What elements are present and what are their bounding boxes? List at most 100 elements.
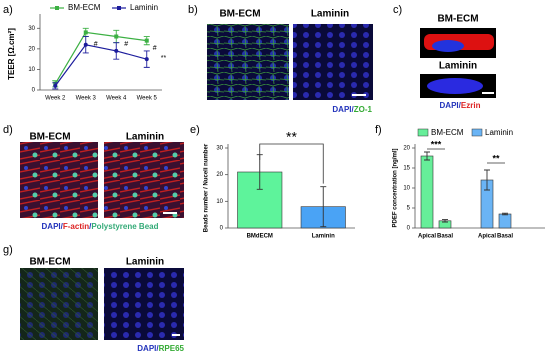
image-title: BM-ECM	[437, 14, 478, 25]
legend-label: Laminin	[130, 3, 158, 12]
image-title: BM-ECM	[219, 9, 260, 20]
panel-label: b)	[188, 4, 198, 16]
y-tick-label: 10	[216, 199, 223, 205]
y-tick-label: 20	[403, 146, 410, 152]
y-tick-label: 0	[220, 226, 224, 232]
image	[432, 40, 464, 52]
annotation: **	[161, 55, 167, 62]
bar	[420, 155, 434, 229]
marker	[144, 38, 149, 43]
x-tick-label: Week 2	[45, 96, 66, 102]
marker	[114, 48, 119, 53]
x-tick-label: Week 4	[106, 96, 127, 102]
line	[54, 44, 147, 87]
error-bar	[484, 169, 490, 191]
legend-label: BM-ECM	[431, 128, 464, 137]
caption-part: DAPI	[137, 344, 156, 353]
scale-bar	[352, 94, 366, 96]
x-tick-label: Basal	[497, 234, 513, 240]
caption-part: DAPI	[440, 101, 459, 110]
y-tick-label: 20	[216, 172, 223, 178]
y-tick-label: 30	[216, 146, 223, 152]
caption: DAPI/F-actin/Polystyrene Bead	[42, 222, 159, 231]
y-tick-label: 0	[32, 88, 36, 94]
legend-swatch	[417, 128, 429, 137]
scale-bar	[172, 334, 180, 336]
x-tick-label: Apical	[418, 234, 436, 240]
image-title: Laminin	[126, 132, 164, 143]
marker	[53, 83, 58, 88]
panel-label: d)	[3, 124, 13, 136]
caption-part: ZO-1	[354, 105, 373, 114]
y-tick-label: 15	[403, 166, 410, 172]
annotation: **	[286, 129, 297, 145]
annotation: #	[153, 45, 157, 52]
marker	[83, 42, 88, 47]
caption-part: /	[89, 222, 92, 231]
legend-label: BM-ECM	[68, 3, 101, 12]
y-axis-label: Beads number / Nuceli number	[204, 143, 210, 232]
image	[104, 268, 184, 340]
error-bar	[320, 186, 327, 228]
x-tick-label: Week 5	[137, 96, 158, 102]
caption-part: /	[352, 105, 355, 114]
x-tick-label: Laminin	[312, 234, 335, 240]
panel-label: f)	[375, 124, 382, 136]
panel-label: e)	[190, 124, 200, 136]
y-tick-label: 20	[28, 46, 35, 52]
annotation: #	[94, 41, 98, 48]
x-tick-label: Basal	[437, 234, 453, 240]
y-axis-label: PDEF concentration [ng/ml]	[393, 148, 399, 227]
y-axis-label: TEER [Ω.cm²]	[7, 28, 16, 80]
caption-part: /	[156, 344, 159, 353]
scale-bar	[482, 92, 494, 94]
image-title: Laminin	[439, 61, 477, 72]
scale-bar	[163, 212, 177, 214]
marker	[83, 30, 88, 35]
line	[54, 31, 147, 85]
image-title: Laminin	[126, 257, 164, 268]
caption: DAPI/Ezrin	[440, 101, 481, 110]
y-tick-label: 30	[28, 26, 35, 32]
x-tick-label: Week 3	[76, 96, 97, 102]
caption-part: F-actin	[63, 222, 89, 231]
y-tick-label: 5	[407, 206, 411, 212]
image	[207, 24, 289, 100]
annotation: **	[492, 153, 500, 163]
caption: DAPI/RPE65	[137, 344, 184, 353]
caption-part: /	[61, 222, 64, 231]
y-tick-label: 10	[28, 67, 35, 73]
caption-part: Ezrin	[461, 101, 481, 110]
caption-part: Polystyrene Bead	[91, 222, 158, 231]
panel-label: c)	[393, 4, 402, 16]
marker	[114, 34, 119, 39]
legend-marker	[55, 6, 59, 10]
image	[20, 268, 98, 340]
image	[20, 142, 98, 218]
panel-label: a)	[3, 4, 13, 16]
annotation: ***	[431, 139, 442, 149]
panel-label: g)	[3, 244, 13, 256]
significance-bracket	[259, 143, 324, 184]
image	[104, 142, 184, 218]
image	[293, 24, 373, 100]
caption-part: RPE65	[159, 344, 185, 353]
y-tick-label: 10	[403, 186, 410, 192]
error-bar	[502, 212, 508, 216]
annotation: #	[124, 41, 128, 48]
image-title: Laminin	[311, 9, 349, 20]
caption-part: /	[459, 101, 462, 110]
error-bar	[442, 219, 448, 223]
caption: DAPI/ZO-1	[332, 105, 372, 114]
image	[427, 78, 483, 94]
legend-swatch	[471, 128, 483, 137]
y-tick-label: 0	[407, 226, 411, 232]
legend-marker	[117, 6, 121, 10]
image-title: BM-ECM	[29, 257, 70, 268]
marker	[144, 57, 149, 62]
bar	[498, 213, 512, 229]
error-bar	[424, 151, 430, 161]
image-title: BM-ECM	[29, 132, 70, 143]
